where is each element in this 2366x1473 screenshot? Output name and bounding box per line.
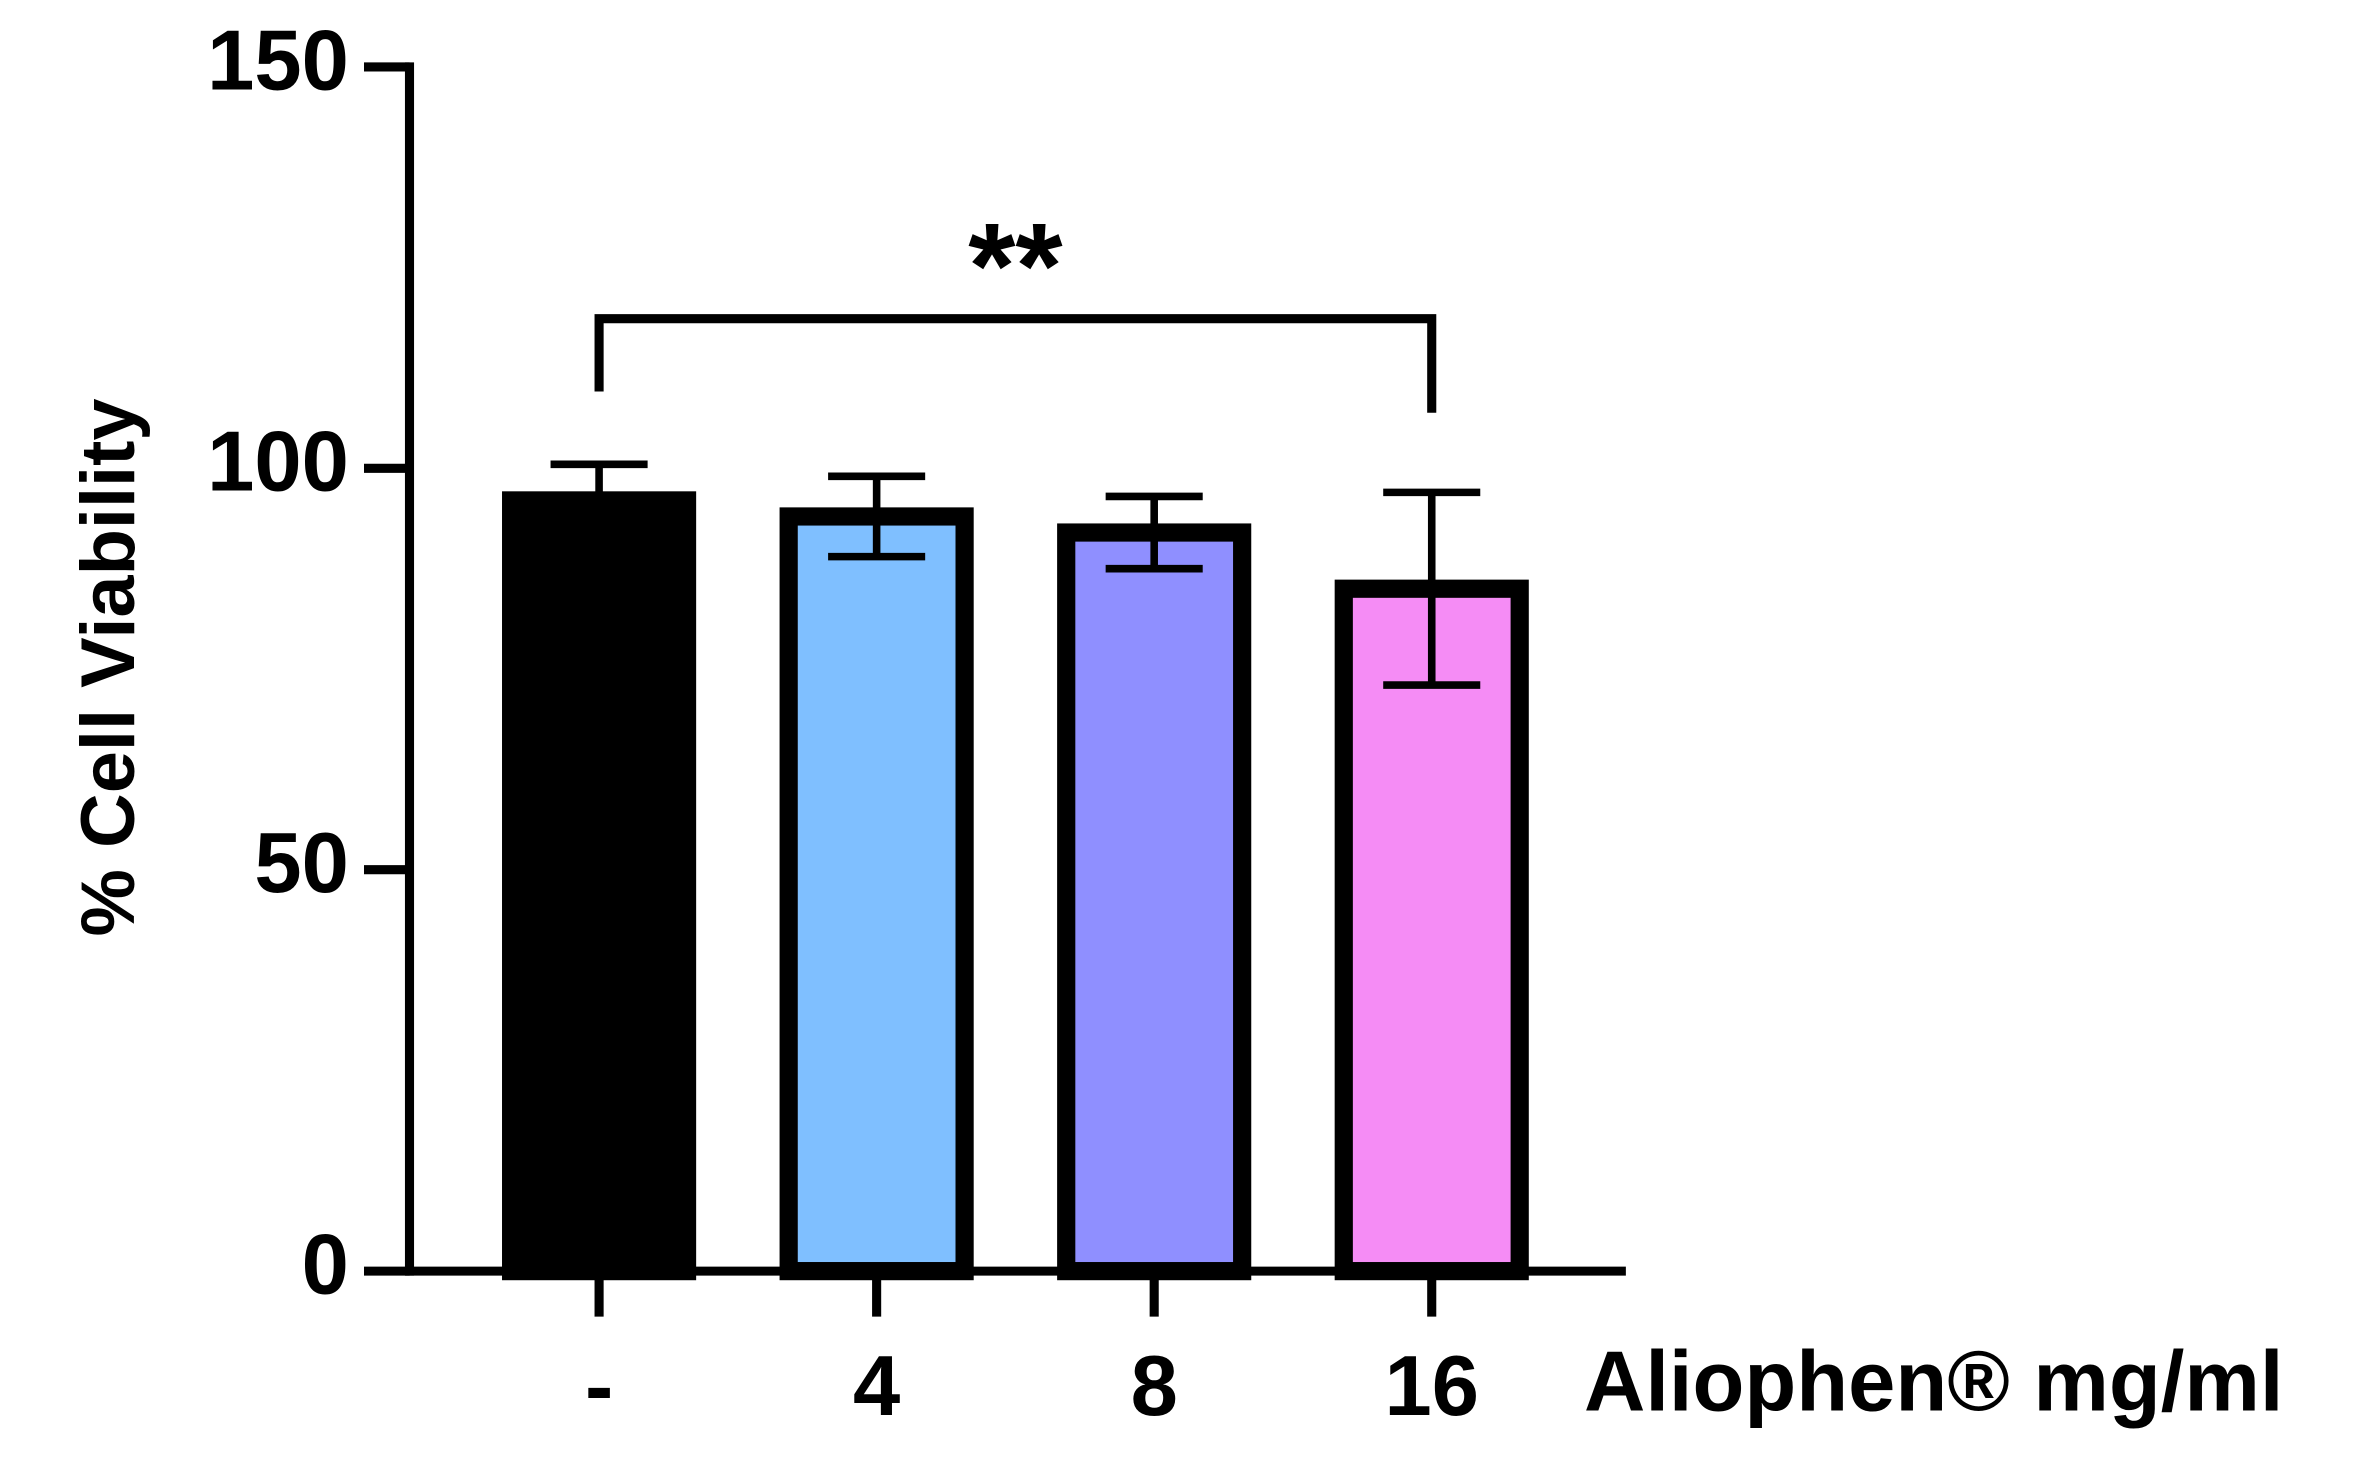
bar <box>1057 523 1252 1281</box>
y-axis-label: % Cell Viability <box>66 398 151 936</box>
x-axis-label: Aliophen® mg/ml <box>1584 1333 2284 1428</box>
bar <box>779 507 974 1281</box>
bar <box>502 491 697 1281</box>
significance-bracket <box>594 314 1437 413</box>
y-tick-label: 150 <box>207 12 349 107</box>
error-bar <box>1105 492 1203 573</box>
y-tick-label: 100 <box>207 414 349 509</box>
y-tick-label: 0 <box>302 1217 349 1312</box>
x-tick-label: 4 <box>853 1338 900 1433</box>
y-tick-label: 50 <box>254 815 348 910</box>
error-bar <box>550 460 648 541</box>
x-tick-label: 16 <box>1384 1338 1478 1433</box>
error-bar <box>828 472 926 561</box>
error-bar <box>1383 488 1481 689</box>
bar <box>1334 579 1529 1281</box>
x-tick-label: - <box>585 1338 613 1433</box>
significance-label: ** <box>968 198 1063 334</box>
x-tick-label: 8 <box>1131 1338 1178 1433</box>
